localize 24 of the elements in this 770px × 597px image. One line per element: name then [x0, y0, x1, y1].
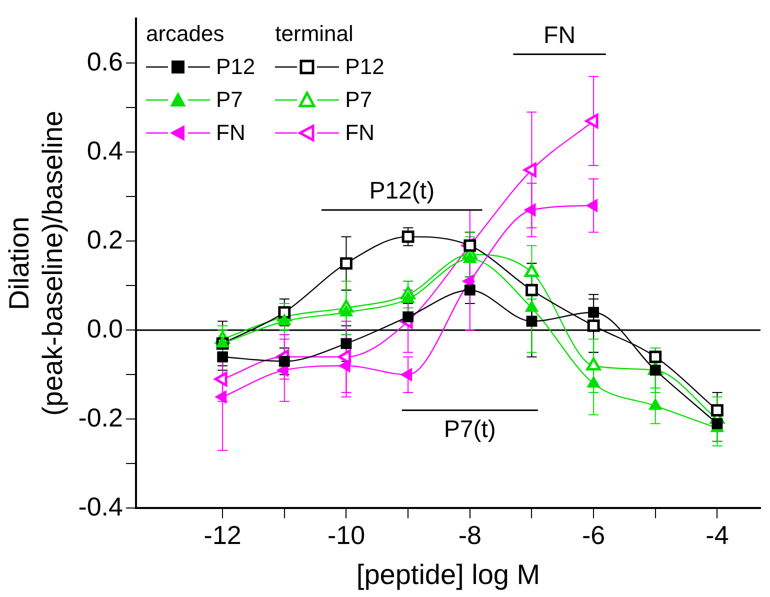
legend-label: P7 [345, 87, 372, 114]
series-label: P7(t) [444, 416, 496, 443]
y-tick-label: -0.4 [78, 491, 123, 522]
series-label: P12(t) [369, 178, 435, 205]
y-tick-label: 0.2 [86, 224, 123, 254]
series-label: FN [544, 22, 576, 49]
y-axis-title: Dilation (peak-baseline)/baseline [4, 110, 68, 416]
y-tick-label: 0.4 [86, 135, 123, 166]
annotation: arcades [146, 20, 226, 48]
x-tick-label: -12 [204, 520, 242, 550]
x-tick-label: -6 [582, 520, 606, 550]
y-tick-label: 0.6 [86, 46, 123, 76]
x-axis-title: [peptide] log M [356, 558, 540, 590]
x-tick-label: -8 [458, 520, 482, 550]
x-tick-label: -10 [327, 520, 366, 550]
legend-label: FN [216, 120, 246, 146]
legend-label: P7 [216, 87, 243, 114]
legend-label: FN [345, 120, 374, 146]
legend-label: P12 [216, 54, 256, 80]
y-tick-label: -0.2 [78, 402, 123, 432]
annotation: terminal [275, 20, 354, 48]
legend-label: P12 [345, 54, 384, 80]
x-tick-label: -4 [706, 520, 729, 550]
y-tick-label: 0.0 [86, 313, 123, 344]
